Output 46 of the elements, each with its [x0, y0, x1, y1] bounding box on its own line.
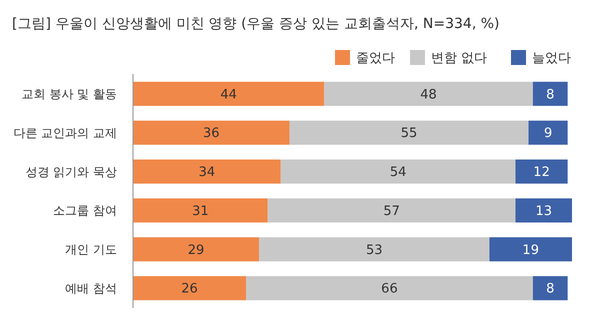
chart-title: [그림] 우울이 신앙생활에 미친 영향 (우울 증상 있는 교회출석자, N=334, %) [12, 16, 500, 32]
bar [280, 160, 516, 184]
y-tick-label: 성경 읽기와 묵상 [25, 164, 117, 179]
data-label: 36 [202, 126, 220, 142]
data-label: 12 [533, 165, 550, 180]
data-label: 57 [383, 204, 400, 219]
bar [515, 198, 572, 222]
bar [532, 276, 568, 300]
data-label: 55 [400, 126, 418, 142]
legend-label: 줄었다 [356, 51, 395, 66]
y-tick-label: 다른 교인과의 교제 [13, 126, 117, 140]
data-label: 8 [546, 87, 554, 102]
data-label: 19 [522, 242, 539, 258]
data-label: 54 [390, 165, 406, 180]
bar [133, 276, 246, 300]
data-label: 53 [366, 242, 383, 258]
data-label: 48 [420, 87, 437, 102]
bar [532, 82, 568, 106]
bar [133, 82, 324, 106]
bar [515, 160, 568, 184]
y-tick-label: 교회 봉사 및 활동 [22, 87, 117, 102]
bar [259, 237, 490, 262]
bar [528, 120, 568, 145]
y-tick-label: 소그룹 참여 [53, 204, 117, 218]
data-label: 9 [544, 126, 552, 142]
bar [268, 198, 516, 222]
data-label: 34 [198, 165, 216, 180]
data-label: 13 [535, 204, 552, 219]
legend-label: 변함 없다 [431, 51, 488, 66]
y-tick-label: 예배 참석 [65, 281, 117, 296]
bar [289, 120, 529, 145]
data-label: 8 [546, 282, 554, 297]
y-tick-label: 개인 기도 [65, 242, 117, 257]
bar [489, 237, 572, 262]
data-label: 44 [220, 87, 237, 102]
data-label: 66 [381, 282, 398, 297]
bar [133, 198, 268, 222]
bar [133, 237, 260, 262]
bar [324, 82, 533, 106]
legend-label: 늘었다 [532, 51, 571, 66]
bar [133, 160, 281, 184]
data-label: 31 [192, 204, 209, 219]
data-label: 26 [181, 282, 198, 297]
bar [246, 276, 533, 300]
data-label: 29 [188, 242, 204, 258]
bar [133, 120, 290, 145]
